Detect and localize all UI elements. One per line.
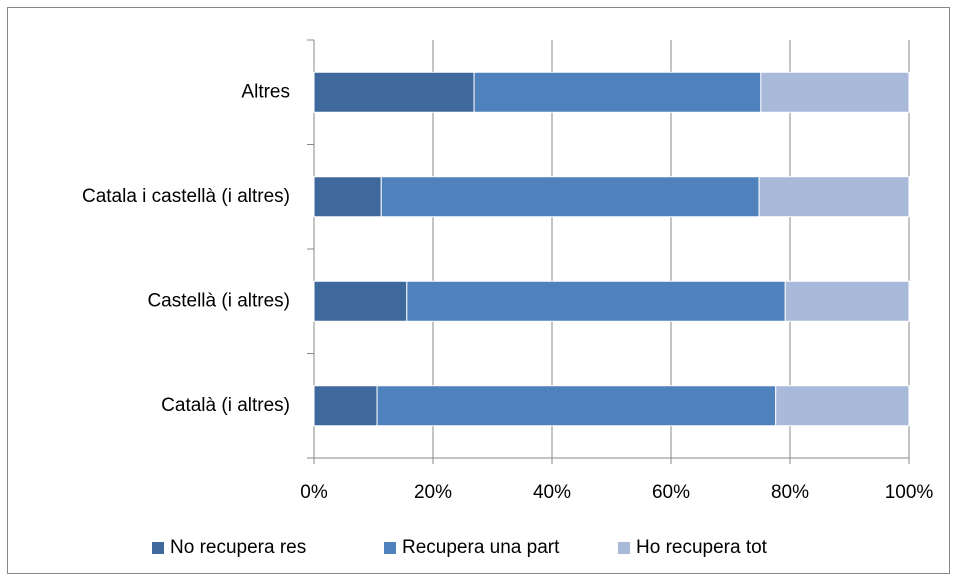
bar-segment bbox=[313, 385, 378, 427]
bar-segment bbox=[376, 385, 777, 427]
x-tick-label: 60% bbox=[652, 482, 690, 503]
bar-segment bbox=[760, 71, 910, 113]
y-tick-label: Catala i castellà (i altres) bbox=[82, 186, 290, 207]
bar-segment bbox=[313, 176, 382, 218]
x-tick-label: 20% bbox=[414, 482, 452, 503]
legend-label: No recupera res bbox=[170, 537, 306, 558]
bar-segment bbox=[784, 280, 910, 322]
legend-label: Ho recupera tot bbox=[636, 537, 768, 558]
y-tick-label: Castellà (i altres) bbox=[147, 290, 290, 311]
legend-swatch bbox=[384, 542, 396, 554]
legend-swatch bbox=[152, 542, 164, 554]
bar-segment bbox=[313, 71, 475, 113]
x-tick-label: 80% bbox=[771, 482, 809, 503]
bar-segment bbox=[313, 280, 408, 322]
x-tick-label: 100% bbox=[885, 482, 934, 503]
bar-segment bbox=[758, 176, 910, 218]
bar-segment bbox=[473, 71, 762, 113]
legend-swatch bbox=[618, 542, 630, 554]
legend-label: Recupera una part bbox=[402, 537, 560, 558]
bar-segment bbox=[406, 280, 786, 322]
x-tick-label: 0% bbox=[300, 482, 328, 503]
y-tick-label: Català (i altres) bbox=[161, 395, 290, 416]
bar-segment bbox=[775, 385, 910, 427]
bar-segment bbox=[380, 176, 760, 218]
x-tick-label: 40% bbox=[533, 482, 571, 503]
y-tick-label: Altres bbox=[241, 81, 290, 102]
